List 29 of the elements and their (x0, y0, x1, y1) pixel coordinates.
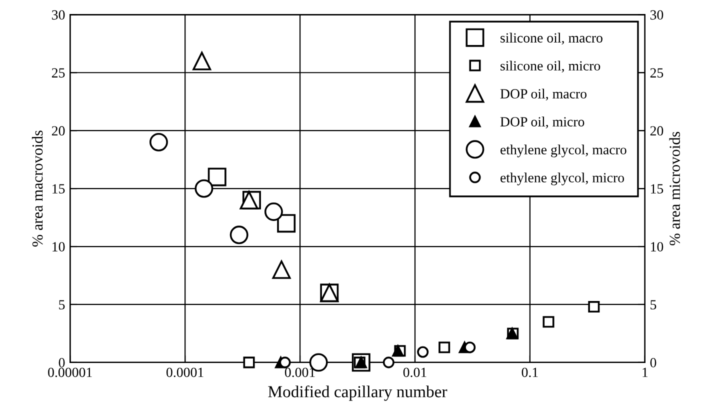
legend-label: DOP oil, micro (500, 116, 584, 128)
y-axis-title: % area macrovoids (32, 130, 43, 247)
x-tick-label: 0.01 (403, 368, 426, 378)
y-tick-label: 25 (52, 68, 65, 78)
y2-axis-title: % area microvoids (669, 132, 680, 246)
y2-tick-label: 25 (650, 68, 664, 78)
y-tick-label: 20 (52, 126, 65, 136)
y2-tick-label: 0 (650, 358, 656, 368)
x-tick-label: 0.00001 (48, 368, 92, 378)
y-tick-label: 30 (52, 10, 65, 20)
legend-label: silicone oil, macro (500, 32, 602, 45)
y-tick-label: 5 (59, 300, 65, 310)
y2-tick-label: 30 (650, 10, 664, 20)
y-tick-label: 0 (58, 358, 65, 368)
x-tick-label: 0.001 (284, 368, 315, 378)
legend-label: ethylene glycol, macro (500, 144, 626, 158)
y2-tick-label: 20 (650, 126, 664, 136)
x-tick-label: 0.1 (522, 368, 538, 378)
y2-tick-label: 10 (651, 242, 664, 252)
x-tick-label: 1 (642, 368, 648, 377)
y-tick-label: 15 (52, 184, 65, 194)
legend-label: ethylene glycol, micro (500, 172, 624, 186)
y-tick-label: 10 (52, 242, 65, 252)
legend-label: DOP oil, macro (500, 88, 586, 100)
legend-label: silicone oil, micro (500, 60, 600, 73)
y2-tick-label: 15 (651, 184, 664, 194)
x-axis-title: Modified capillary number (268, 385, 448, 401)
y2-tick-label: 5 (650, 300, 656, 310)
x-tick-label: 0.0001 (166, 368, 204, 378)
